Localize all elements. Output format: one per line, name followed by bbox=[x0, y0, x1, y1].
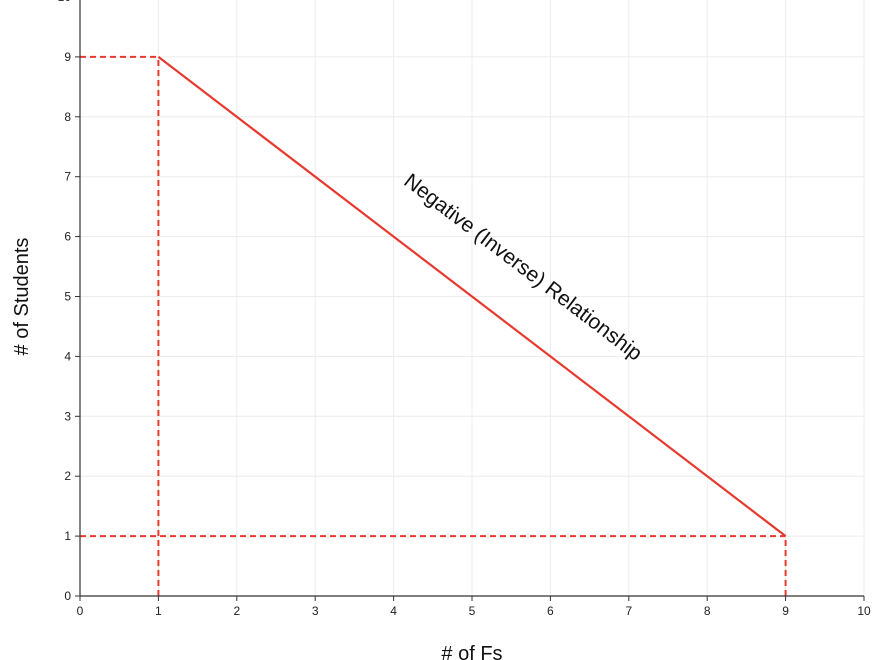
y-tick-label-2: 2 bbox=[64, 469, 71, 483]
ticks: 0 1 2 3 4 5 6 7 8 9 10 0 1 2 3 4 5 6 7 8 9 10 bbox=[58, 0, 871, 618]
x-tick-label-10: 10 bbox=[857, 604, 871, 618]
y-tick-label-4: 4 bbox=[64, 349, 71, 363]
y-tick-label-7: 7 bbox=[64, 170, 71, 184]
y-tick-label-8: 8 bbox=[64, 110, 71, 124]
x-tick-label-6: 6 bbox=[547, 604, 554, 618]
x-tick-label-0: 0 bbox=[77, 604, 84, 618]
x-tick-label-8: 8 bbox=[704, 604, 711, 618]
y-tick-label-5: 5 bbox=[64, 290, 71, 304]
x-tick-label-7: 7 bbox=[625, 604, 632, 618]
y-tick-label-0: 0 bbox=[64, 589, 71, 603]
y-tick-label-10: 10 bbox=[58, 0, 72, 4]
reference-lines bbox=[80, 55, 787, 596]
x-tick-label-2: 2 bbox=[233, 604, 240, 618]
y-tick-label-6: 6 bbox=[64, 230, 71, 244]
y-tick-label-1: 1 bbox=[64, 529, 71, 543]
x-tick-label-9: 9 bbox=[782, 604, 789, 618]
x-axis-label: # of Fs bbox=[441, 643, 502, 660]
x-tick-label-4: 4 bbox=[390, 604, 397, 618]
x-tick-label-1: 1 bbox=[155, 604, 162, 618]
y-tick-label-3: 3 bbox=[64, 409, 71, 423]
series bbox=[157, 56, 787, 537]
series-line-0 bbox=[157, 56, 787, 537]
y-axis-label: # of Students bbox=[11, 238, 33, 356]
y-tick-label-9: 9 bbox=[64, 50, 71, 64]
x-tick-label-3: 3 bbox=[312, 604, 319, 618]
x-tick-label-5: 5 bbox=[469, 604, 476, 618]
